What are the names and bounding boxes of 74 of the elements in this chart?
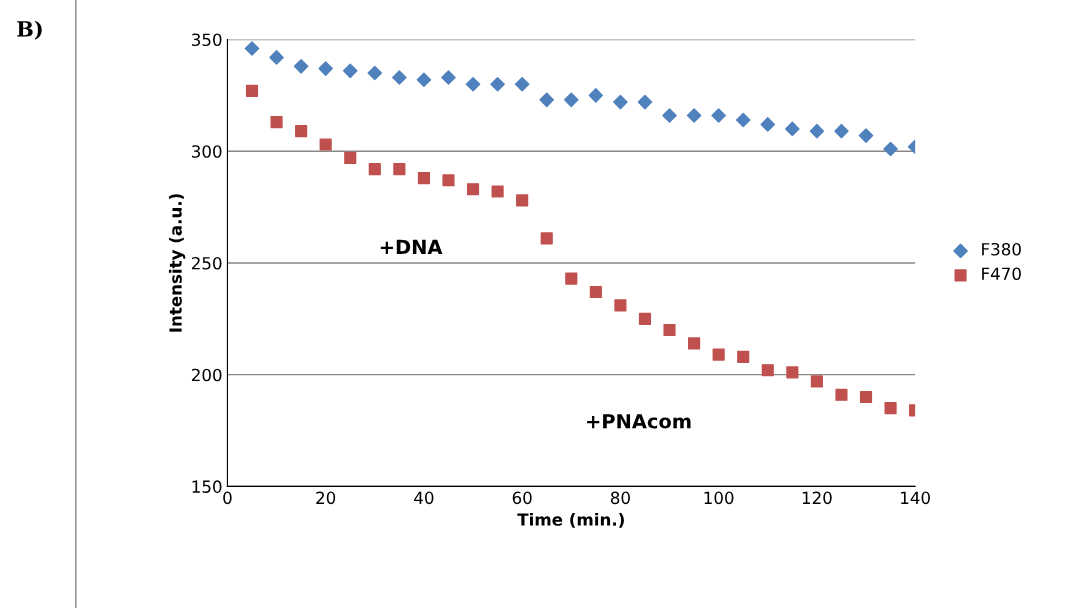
point — [688, 337, 701, 350]
x-tick-label: 100 — [704, 491, 734, 505]
point — [465, 76, 481, 92]
point — [563, 92, 579, 108]
point — [393, 163, 406, 176]
annotation: +PNAcom — [587, 414, 691, 429]
point — [859, 390, 873, 404]
y-axis-title: Intensity (a.u.) — [168, 194, 186, 332]
point — [686, 108, 702, 123]
point — [516, 194, 529, 207]
point — [711, 108, 726, 123]
point — [883, 141, 898, 157]
legend-label: F380 — [982, 242, 1021, 256]
point — [367, 65, 383, 81]
point — [319, 138, 332, 151]
point — [809, 123, 825, 139]
y-tick-label: 250 — [191, 256, 222, 270]
annotation: +DNA — [380, 239, 443, 255]
point — [295, 125, 308, 138]
point — [858, 128, 874, 143]
point — [589, 285, 602, 299]
legend-label: F470 — [982, 267, 1021, 281]
point — [490, 76, 505, 92]
point — [270, 116, 283, 129]
x-tick-label: 120 — [802, 491, 832, 505]
point — [786, 366, 799, 379]
point — [662, 108, 677, 123]
point — [491, 185, 504, 198]
point — [588, 88, 604, 103]
point — [565, 272, 578, 285]
x-tick-label: 60 — [512, 491, 532, 505]
point — [244, 41, 260, 56]
x-tick-label: 80 — [610, 491, 630, 505]
point — [342, 63, 358, 79]
x-tick-label: 140 — [901, 491, 930, 505]
point — [539, 92, 555, 108]
point — [441, 70, 456, 85]
point — [514, 76, 530, 92]
point — [466, 183, 480, 196]
point — [344, 151, 357, 165]
point — [417, 171, 430, 185]
point — [761, 364, 774, 377]
point — [663, 323, 676, 337]
point — [712, 348, 725, 361]
point — [416, 72, 432, 88]
point — [442, 174, 455, 187]
point — [540, 232, 553, 245]
x-tick-label: 20 — [316, 491, 336, 505]
point — [613, 94, 628, 110]
point — [293, 59, 309, 74]
y-tick-label: 350 — [192, 33, 222, 47]
point — [835, 388, 848, 401]
y-tick-label: 200 — [191, 368, 222, 382]
point — [735, 112, 751, 128]
point — [638, 312, 652, 325]
x-tick-label: 40 — [414, 491, 434, 505]
point — [368, 163, 381, 176]
point — [884, 402, 897, 415]
point — [810, 375, 823, 388]
point — [760, 117, 776, 132]
point — [834, 123, 849, 139]
point — [392, 70, 407, 85]
text: B) — [17, 20, 42, 40]
point — [245, 84, 259, 97]
y-tick-label: 150 — [192, 480, 222, 493]
x-axis-title: Time (min.) — [517, 512, 624, 528]
point — [785, 121, 800, 137]
point — [637, 94, 653, 110]
x-tick-label: 0 — [223, 491, 232, 505]
point — [269, 50, 284, 65]
point — [318, 61, 333, 76]
point — [737, 350, 750, 363]
y-tick-label: 300 — [192, 145, 222, 158]
point — [614, 299, 627, 312]
